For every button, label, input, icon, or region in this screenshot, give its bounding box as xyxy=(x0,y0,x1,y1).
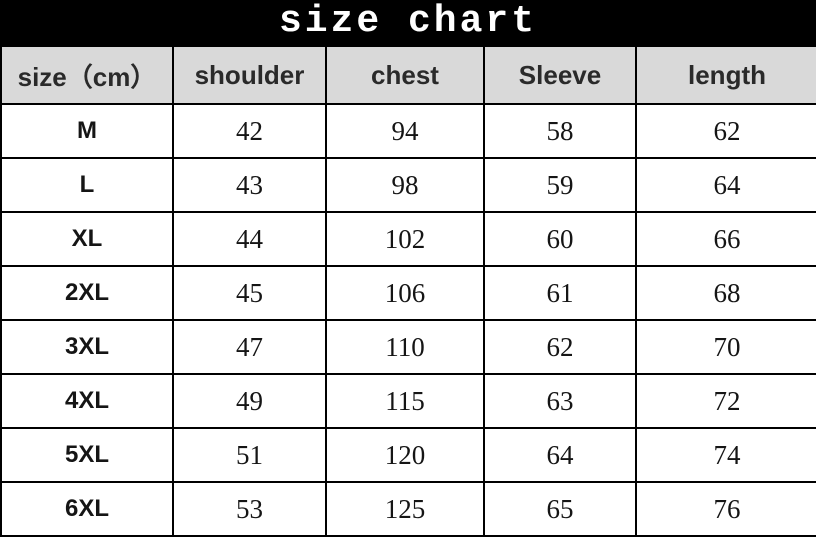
value-cell: 51 xyxy=(172,427,327,483)
size-cell: 6XL xyxy=(0,481,174,537)
size-chart-table: size（cm） shoulder chest Sleeve length M … xyxy=(0,45,816,537)
table-row: 6XL 53 125 65 76 xyxy=(0,481,816,537)
value-cell: 120 xyxy=(325,427,485,483)
column-header-sleeve: Sleeve xyxy=(483,45,637,105)
value-cell: 125 xyxy=(325,481,485,537)
size-cell: XL xyxy=(0,211,174,267)
header-row: size（cm） shoulder chest Sleeve length xyxy=(0,45,816,105)
size-cell: M xyxy=(0,103,174,159)
value-cell: 60 xyxy=(483,211,637,267)
size-cell: 5XL xyxy=(0,427,174,483)
size-cell: L xyxy=(0,157,174,213)
value-cell: 76 xyxy=(635,481,816,537)
value-cell: 64 xyxy=(483,427,637,483)
value-cell: 106 xyxy=(325,265,485,321)
table-row: 2XL 45 106 61 68 xyxy=(0,265,816,321)
value-cell: 42 xyxy=(172,103,327,159)
size-cell: 4XL xyxy=(0,373,174,429)
value-cell: 53 xyxy=(172,481,327,537)
value-cell: 74 xyxy=(635,427,816,483)
value-cell: 47 xyxy=(172,319,327,375)
table-row: XL 44 102 60 66 xyxy=(0,211,816,267)
value-cell: 63 xyxy=(483,373,637,429)
column-header-size: size（cm） xyxy=(0,45,174,105)
value-cell: 72 xyxy=(635,373,816,429)
value-cell: 45 xyxy=(172,265,327,321)
value-cell: 70 xyxy=(635,319,816,375)
value-cell: 102 xyxy=(325,211,485,267)
value-cell: 115 xyxy=(325,373,485,429)
value-cell: 64 xyxy=(635,157,816,213)
value-cell: 49 xyxy=(172,373,327,429)
size-cell: 2XL xyxy=(0,265,174,321)
value-cell: 68 xyxy=(635,265,816,321)
column-header-shoulder: shoulder xyxy=(172,45,327,105)
column-header-chest: chest xyxy=(325,45,485,105)
value-cell: 94 xyxy=(325,103,485,159)
page-title: size chart xyxy=(278,0,538,43)
table-row: 4XL 49 115 63 72 xyxy=(0,373,816,429)
value-cell: 59 xyxy=(483,157,637,213)
value-cell: 110 xyxy=(325,319,485,375)
value-cell: 65 xyxy=(483,481,637,537)
size-chart-banner: size chart xyxy=(0,0,816,45)
size-cell: 3XL xyxy=(0,319,174,375)
value-cell: 98 xyxy=(325,157,485,213)
value-cell: 62 xyxy=(635,103,816,159)
table-row: 5XL 51 120 64 74 xyxy=(0,427,816,483)
table-row: L 43 98 59 64 xyxy=(0,157,816,213)
value-cell: 58 xyxy=(483,103,637,159)
value-cell: 44 xyxy=(172,211,327,267)
value-cell: 66 xyxy=(635,211,816,267)
column-header-length: length xyxy=(635,45,816,105)
table-row: 3XL 47 110 62 70 xyxy=(0,319,816,375)
value-cell: 61 xyxy=(483,265,637,321)
value-cell: 62 xyxy=(483,319,637,375)
table-row: M 42 94 58 62 xyxy=(0,103,816,159)
value-cell: 43 xyxy=(172,157,327,213)
